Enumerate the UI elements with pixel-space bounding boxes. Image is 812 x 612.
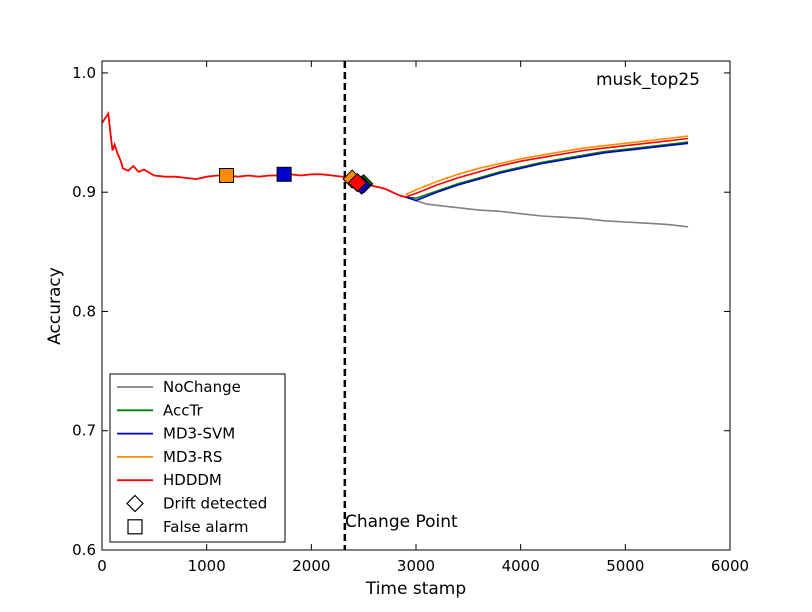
axis-ticks: 0 1000 2000 3000 4000 5000 6000 0.6 0.7 0.8 0.9 1.0 [72,61,749,575]
x-tick-label: 2000 [292,557,330,575]
legend-entry-drift-detected-swatch [126,494,144,513]
y-tick-label: 0.9 [72,183,96,201]
series-line-acctr [405,141,689,200]
y-tick-label: 0.8 [72,302,96,320]
legend-box [109,373,286,543]
drift-marker-hdddm [347,172,368,193]
series-line-nochange [405,196,689,228]
series-line-md3-svm [405,142,689,202]
plot-content [101,61,689,550]
series-line-md3-rs [405,135,689,196]
legend-entry-drift-detected-label: Drift detected [163,495,267,513]
x-tick-label: 6000 [711,557,749,575]
legend-entry-md3-rs-label: MD3-RS [163,448,222,466]
legend-entry-false-alarm-swatch [127,519,143,535]
series-line-hdddm [405,137,689,198]
x-axis-label: Time stamp [365,579,466,599]
x-tick-label: 3000 [397,557,435,575]
legend-entry-nochange-label: NoChange [163,378,241,396]
y-tick-label: 0.6 [72,541,96,559]
x-tick-label: 4000 [502,557,540,575]
x-tick-label: 1000 [188,557,226,575]
y-tick-label: 1.0 [72,64,96,82]
change-point-label: Change Point [345,512,458,532]
legend-entry-md3-svm-label: MD3-SVM [163,425,235,443]
y-axis-label: Accuracy [45,267,65,345]
x-tick-label: 5000 [606,557,644,575]
legend-entry-acctr-label: AccTr [163,401,203,419]
legend-entry-false-alarm-label: False alarm [163,518,249,536]
y-tick-label: 0.7 [72,422,96,440]
false-alarm-marker-md3-rs [219,167,235,183]
false-alarm-marker-md3-svm [276,166,292,182]
x-tick-label: 0 [97,557,107,575]
chart-title: musk_top25 [596,70,700,90]
legend-entry-hdddm-label: HDDDM [163,471,222,489]
legend: NoChange AccTr MD3-SVM MD3-RS HDDDM Drift det… [109,373,286,543]
